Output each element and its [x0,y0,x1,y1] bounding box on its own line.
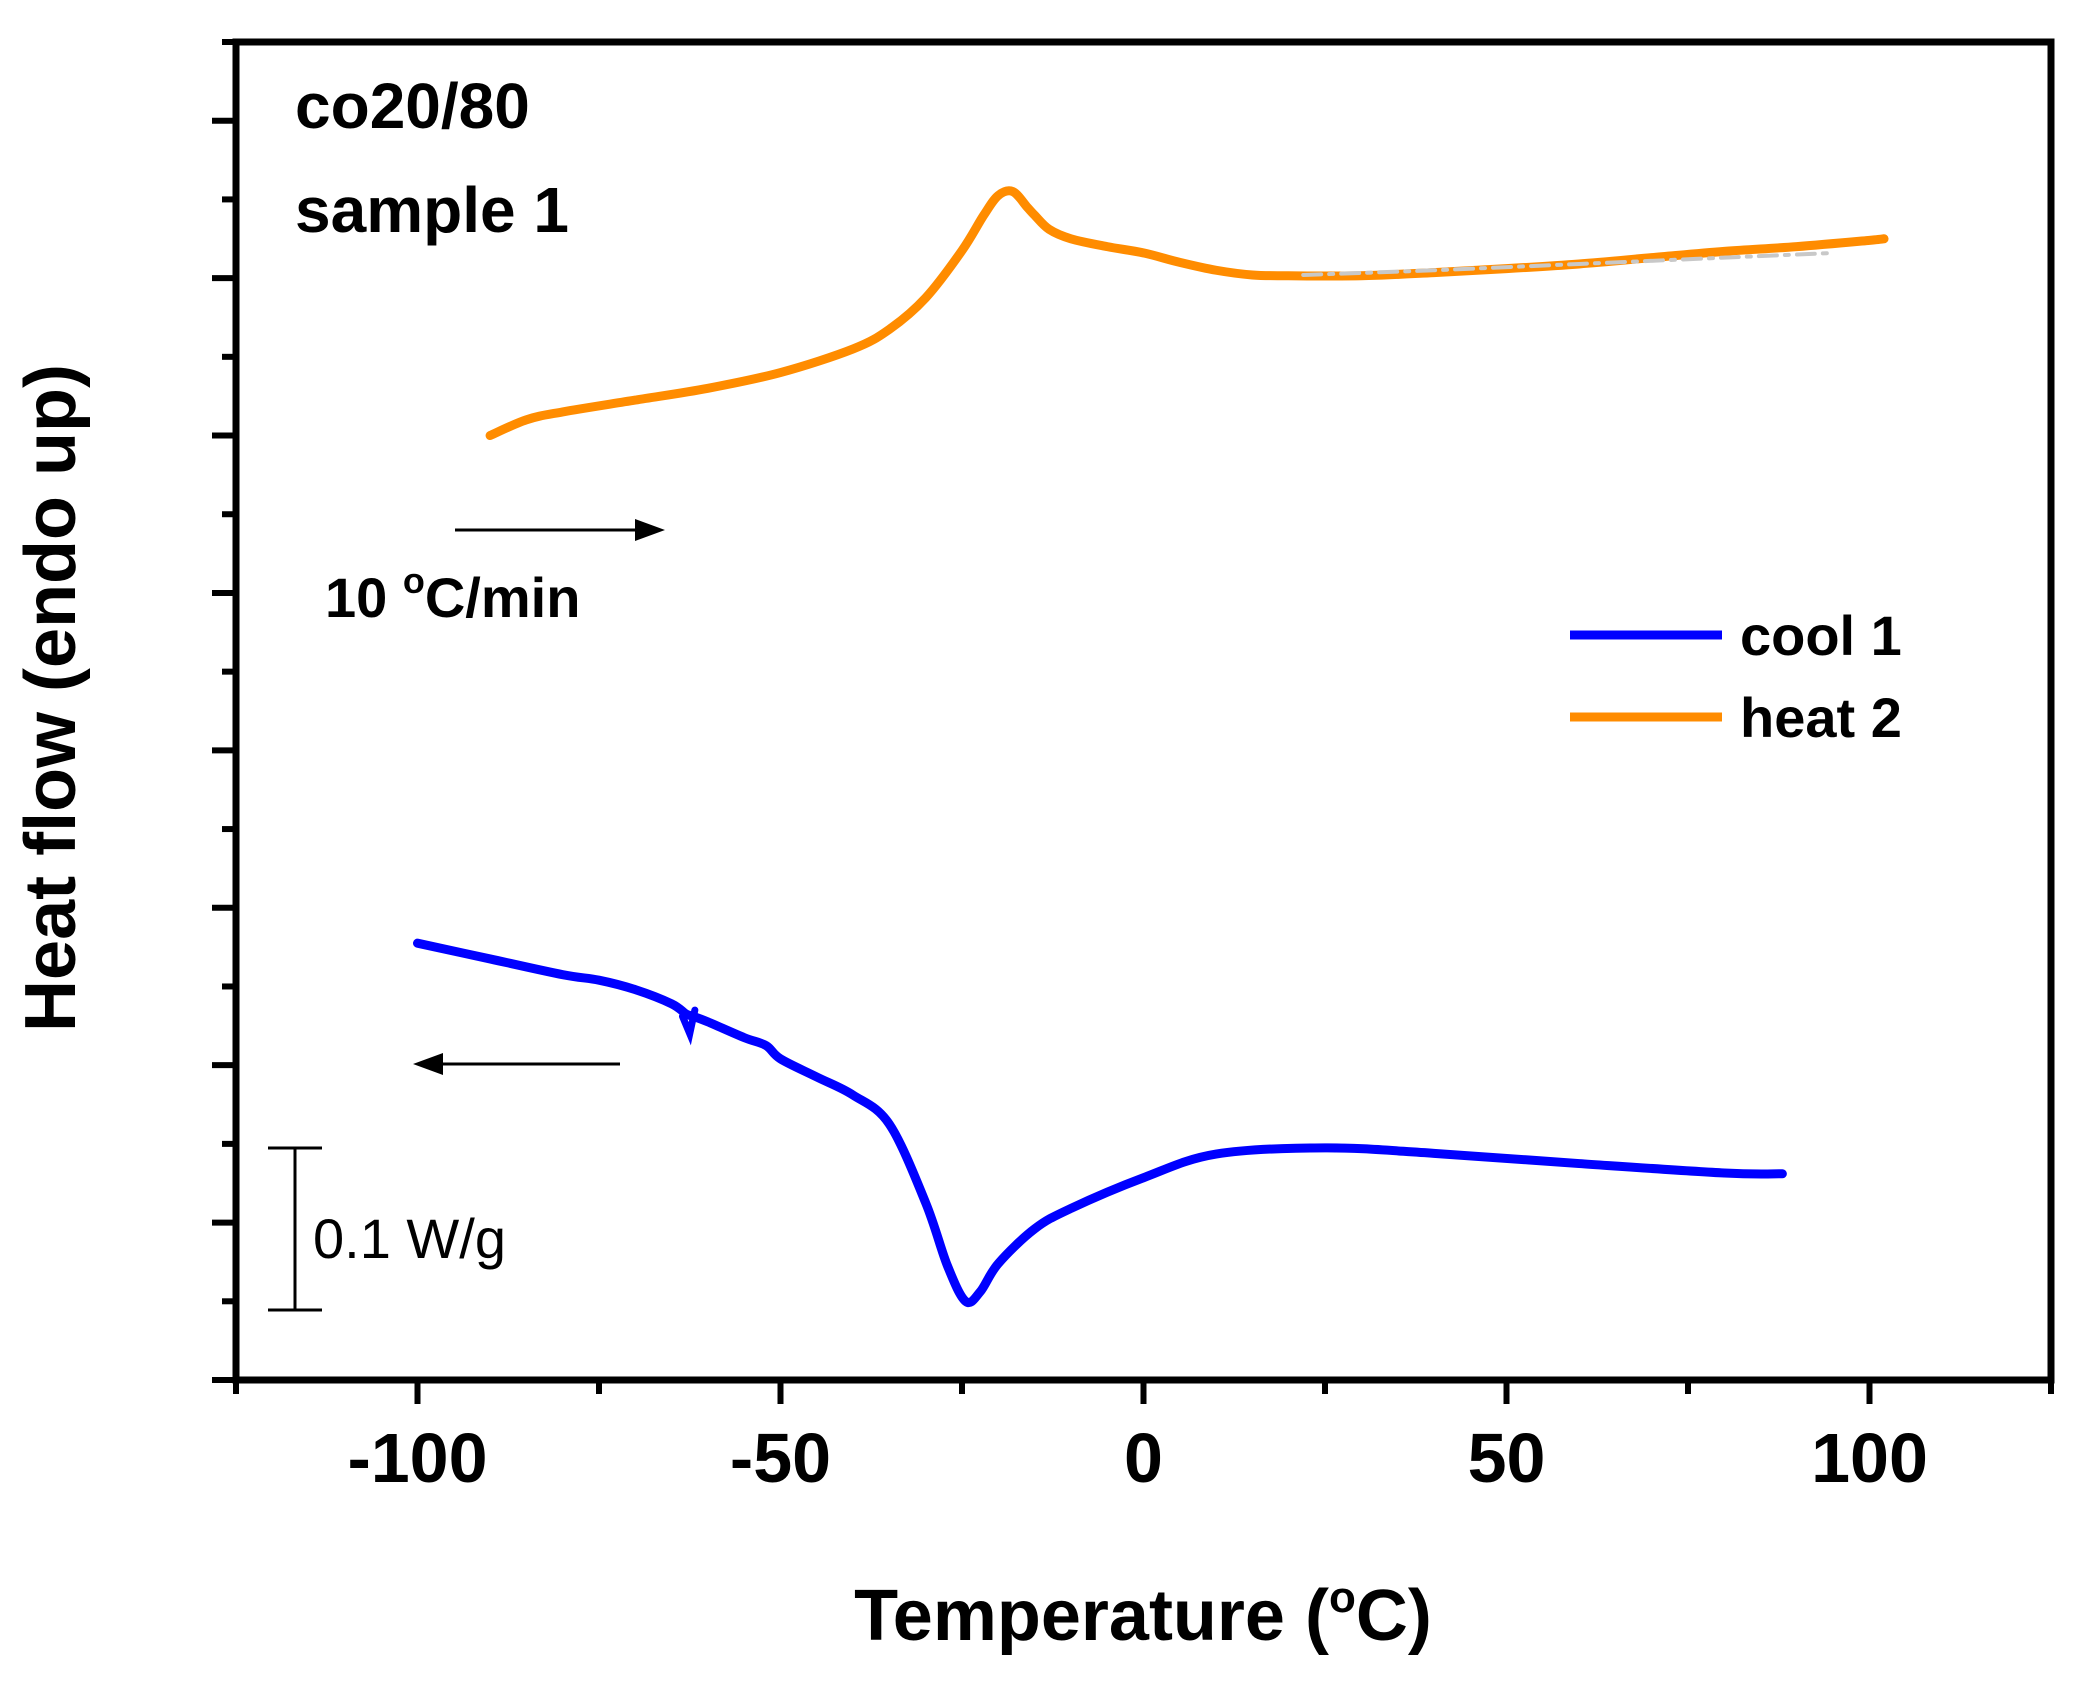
x-tick-label: 100 [1811,1419,1928,1497]
cooling-direction-arrow [413,1053,620,1075]
rate-label-after: C/min [425,566,581,629]
x-axis-title-after: C) [1356,1576,1432,1656]
x-axis-tick-labels: -100 -50 0 50 100 [347,1419,1927,1497]
legend-label-heat-2: heat 2 [1740,686,1902,749]
x-tick-label: -50 [730,1419,831,1497]
y-axis-ticks [212,39,236,1383]
sample-label-line1: co20/80 [295,70,530,142]
x-axis-title-before: Temperature ( [854,1576,1329,1656]
scale-bar [268,1146,322,1312]
x-tick-label: 0 [1124,1419,1163,1497]
x-axis-title: Temperature (oC) [854,1573,1432,1656]
cool-1-artifact-spike [678,1006,699,1046]
rate-label: 10 oC/min [325,560,580,629]
x-axis-title-degree: o [1329,1573,1356,1622]
rate-label-degree: o [403,560,425,601]
legend: cool 1 heat 2 [1570,604,1902,749]
x-axis-ticks [233,1380,2054,1404]
sample-label-line2: sample 1 [295,174,569,246]
legend-label-cool-1: cool 1 [1740,604,1902,667]
x-tick-label: 50 [1468,1419,1546,1497]
series-layer [413,186,1889,1308]
heating-direction-arrow [455,519,665,541]
series-line-baseline [1301,250,1836,277]
series-line-cool-1 [413,938,1787,1308]
x-tick-label: -100 [347,1419,487,1497]
scale-bar-label: 0.1 W/g [313,1207,506,1270]
y-axis-title: Heat flow (endo up) [11,364,91,1032]
rate-label-before: 10 [325,566,403,629]
series-line-heat-2 [485,186,1889,441]
